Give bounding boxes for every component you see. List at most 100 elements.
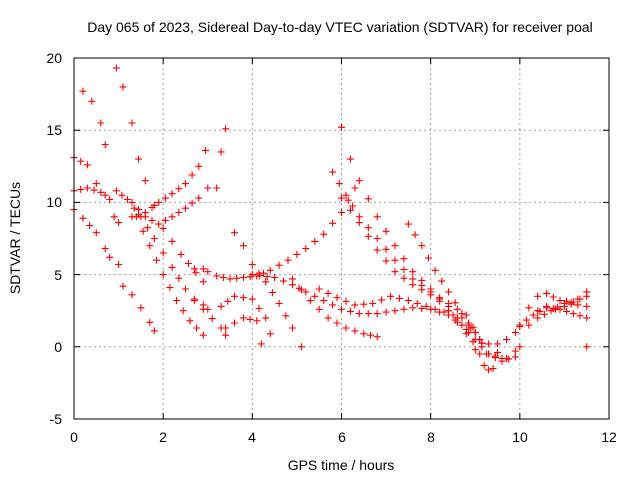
- data-point: [182, 285, 189, 293]
- data-point: [351, 327, 359, 335]
- data-point: [166, 284, 174, 292]
- data-point: [349, 202, 357, 210]
- data-point: [373, 246, 381, 254]
- y-tick-label: 5: [54, 267, 62, 283]
- data-point: [418, 305, 426, 312]
- data-point: [436, 295, 444, 303]
- series-pass-03: [70, 206, 114, 261]
- data-point: [97, 119, 105, 127]
- data-point: [462, 330, 470, 338]
- data-point: [150, 327, 158, 335]
- series-pass-29: [516, 304, 591, 329]
- data-point: [188, 171, 196, 179]
- y-axis-tick-labels: -5 0 5 10 15 20: [46, 50, 62, 427]
- data-point: [315, 285, 323, 293]
- series-pass-21: [338, 123, 493, 374]
- data-point: [253, 317, 261, 325]
- data-point: [440, 308, 448, 316]
- data-point: [199, 265, 207, 273]
- data-point: [351, 184, 359, 192]
- series-pass-23: [338, 194, 497, 372]
- data-point: [369, 300, 377, 307]
- data-point: [141, 213, 149, 221]
- data-point: [315, 305, 323, 313]
- data-point: [360, 330, 368, 338]
- data-point: [222, 324, 230, 332]
- data-point: [529, 311, 537, 319]
- data-point: [293, 250, 301, 258]
- data-point: [511, 347, 519, 355]
- data-point: [409, 268, 417, 276]
- data-point: [485, 340, 493, 348]
- data-point: [92, 229, 100, 237]
- data-point: [563, 307, 571, 315]
- data-point: [576, 312, 584, 320]
- data-point: [266, 266, 274, 274]
- data-point: [445, 300, 452, 307]
- data-point: [489, 365, 497, 372]
- data-point: [239, 294, 247, 302]
- data-point: [257, 340, 265, 348]
- data-point: [427, 291, 435, 299]
- data-point: [534, 314, 542, 322]
- series-pass-22: [329, 168, 488, 370]
- data-point: [204, 184, 212, 192]
- data-point: [92, 180, 100, 188]
- data-point: [284, 256, 292, 264]
- data-point: [155, 198, 163, 206]
- data-point: [130, 204, 138, 212]
- data-point: [79, 214, 87, 222]
- data-point: [346, 155, 354, 163]
- x-tick-label: 4: [248, 429, 256, 445]
- series-pass-15: [190, 297, 212, 313]
- data-point: [382, 257, 390, 265]
- y-tick-label: 20: [46, 50, 62, 66]
- data-point: [193, 324, 201, 332]
- data-point: [153, 256, 160, 264]
- data-point: [146, 242, 154, 250]
- data-point: [485, 366, 493, 374]
- data-point: [494, 340, 501, 348]
- data-point: [560, 300, 568, 307]
- data-point: [86, 222, 94, 229]
- data-point: [471, 328, 479, 336]
- series-pass-25: [467, 324, 519, 362]
- axis-ticks: [73, 57, 610, 420]
- data-point: [476, 350, 484, 358]
- data-point: [297, 343, 305, 351]
- data-point: [391, 256, 399, 264]
- data-point: [263, 273, 271, 280]
- data-point: [141, 177, 149, 185]
- data-point: [239, 242, 247, 250]
- data-point: [540, 310, 548, 318]
- data-point: [148, 216, 156, 224]
- data-point: [547, 307, 555, 315]
- data-point: [188, 199, 196, 207]
- data-point: [239, 314, 247, 322]
- data-point: [382, 227, 390, 235]
- data-point: [465, 319, 473, 327]
- data-point: [112, 64, 120, 72]
- data-point: [302, 245, 310, 253]
- data-point: [79, 87, 87, 95]
- data-point: [333, 294, 341, 302]
- data-point: [342, 297, 350, 305]
- series-pass-12: [213, 184, 359, 283]
- data-point: [248, 261, 256, 268]
- data-point: [112, 187, 120, 195]
- x-tick-label: 8: [427, 429, 435, 445]
- data-point: [248, 271, 256, 279]
- data-point: [409, 281, 417, 289]
- data-point: [523, 316, 530, 324]
- data-point: [135, 155, 143, 163]
- data-point: [219, 274, 227, 281]
- data-point: [222, 125, 230, 133]
- series-pass-07: [115, 261, 158, 335]
- data-point: [311, 237, 319, 245]
- data-point: [256, 272, 264, 280]
- y-tick-label: 15: [46, 122, 62, 138]
- data-point: [431, 266, 439, 274]
- data-point: [175, 274, 183, 282]
- x-axis-tick-labels: 0 2 4 6 8 10 12: [70, 429, 617, 445]
- data-point: [338, 194, 345, 202]
